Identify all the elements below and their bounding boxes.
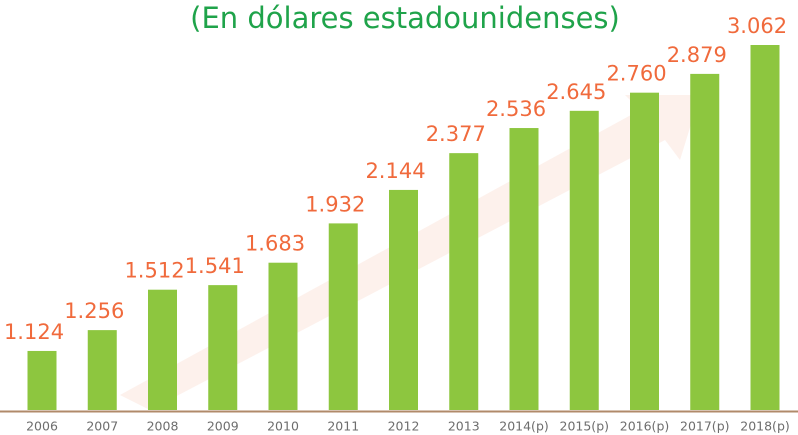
x-tick-label: 2013 [448,419,480,434]
value-label: 3.062 [727,14,787,38]
bar [27,350,57,410]
x-tick-label: 2012 [388,419,420,434]
bar [148,289,177,410]
value-label: 2.760 [606,62,666,86]
value-label: 1.932 [305,192,365,216]
x-tick-label: 2006 [26,419,58,434]
value-label: 2.536 [486,97,546,121]
value-label: 2.144 [365,159,425,183]
bar [87,330,117,410]
bar [449,153,479,410]
x-tick-label: 2017(p) [680,419,730,434]
x-tick-label: 2010 [267,419,299,434]
x-tick-label: 2014(p) [499,419,549,434]
bar [630,92,659,410]
value-label: 2.645 [546,80,606,104]
x-tick-label: 2008 [147,419,179,434]
value-label: 1.512 [124,259,184,283]
value-label: 2.377 [426,122,486,146]
value-label: 1.541 [185,254,245,278]
bar [690,73,720,411]
bar [750,44,780,411]
x-tick-label: 2016(p) [620,419,670,434]
bar [208,285,238,410]
x-tick-label: 2018(p) [740,419,790,434]
x-tick-label: 2011 [327,419,359,434]
bar [268,262,298,410]
value-label: 2.879 [667,43,727,67]
value-label: 1.124 [4,320,64,344]
bar [389,189,418,410]
chart-title: (En dólares estadounidenses) [190,1,620,35]
x-tick-label: 2009 [207,419,239,434]
x-tick-label: 2015(p) [560,419,610,434]
bar [509,128,539,411]
x-tick-label: 2007 [86,419,118,434]
bar [328,223,358,410]
value-label: 1.683 [245,232,305,256]
bar [569,110,599,411]
value-label: 1.256 [64,299,124,323]
